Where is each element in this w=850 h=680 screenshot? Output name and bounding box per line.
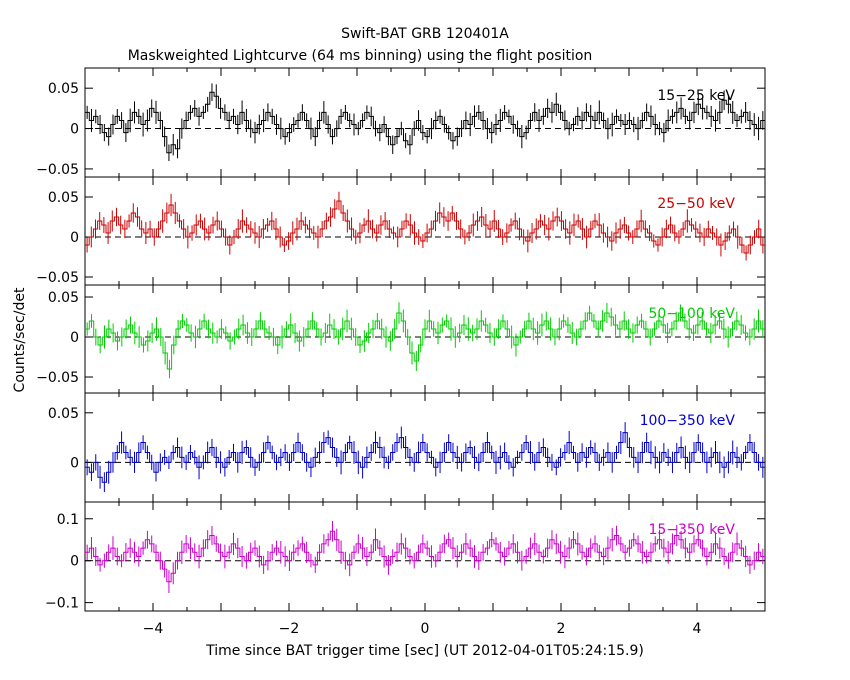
y-tick-label: −0.05: [36, 270, 79, 286]
y-axis-label: Counts/sec/det: [12, 287, 28, 392]
y-tick-label: 0: [70, 230, 79, 246]
chart-title: Swift-BAT GRB 120401A: [341, 26, 509, 42]
y-tick-label: −0.1: [45, 596, 79, 612]
panel-3: −0.05 0 0.05 50−100 keV: [36, 284, 766, 394]
band-label: 25−50 keV: [657, 196, 735, 212]
band-label: 100−350 keV: [640, 413, 736, 429]
band-label: 15−350 keV: [648, 522, 735, 538]
chart-subtitle: Maskweighted Lightcurve (64 ms binning) …: [128, 48, 593, 64]
y-tick-label: 0.05: [48, 81, 79, 97]
y-tick-label: −0.05: [36, 370, 79, 386]
y-tick-label: 0.05: [48, 406, 79, 422]
panel-5: −0.1 0 0.1 15−350 keV: [45, 501, 766, 612]
panel-4: 0 0.05 100−350 keV: [48, 392, 766, 503]
y-tick-label: 0: [70, 330, 79, 346]
y-tick-label: 0: [70, 554, 79, 570]
x-tick-label: 2: [557, 621, 566, 637]
panel-frame: [84, 67, 766, 178]
x-tick-label: 0: [421, 621, 430, 637]
y-tick-label: −0.05: [36, 162, 79, 178]
series-line: [85, 432, 765, 483]
series-line: [85, 530, 765, 583]
panel-2: −0.05 0 0.05 25−50 keV: [36, 176, 766, 286]
y-tick-label: 0: [70, 455, 79, 471]
x-tick-label: −2: [279, 621, 300, 637]
x-axis-label: Time since BAT trigger time [sec] (UT 20…: [205, 643, 644, 659]
band-label: 15−25 keV: [657, 88, 735, 104]
panel-1: −0.05 0 0.05 15−25 keV: [36, 67, 766, 178]
panel-frame: [84, 284, 766, 394]
x-tick-label: −4: [143, 621, 164, 637]
panel-frame: [84, 176, 766, 286]
y-tick-label: 0: [70, 122, 79, 138]
y-tick-label: 0.1: [57, 512, 79, 528]
x-tick-label: 4: [693, 621, 702, 637]
series-line: [85, 312, 765, 370]
x-tick-labels: −4 −2 0 2 4: [143, 621, 702, 637]
series-line: [85, 91, 765, 154]
y-tick-label: 0.05: [48, 290, 79, 306]
band-label: 50−100 keV: [648, 306, 735, 322]
series-line: [85, 200, 765, 254]
panel-frame: [84, 501, 766, 612]
y-tick-label: 0.05: [48, 190, 79, 206]
